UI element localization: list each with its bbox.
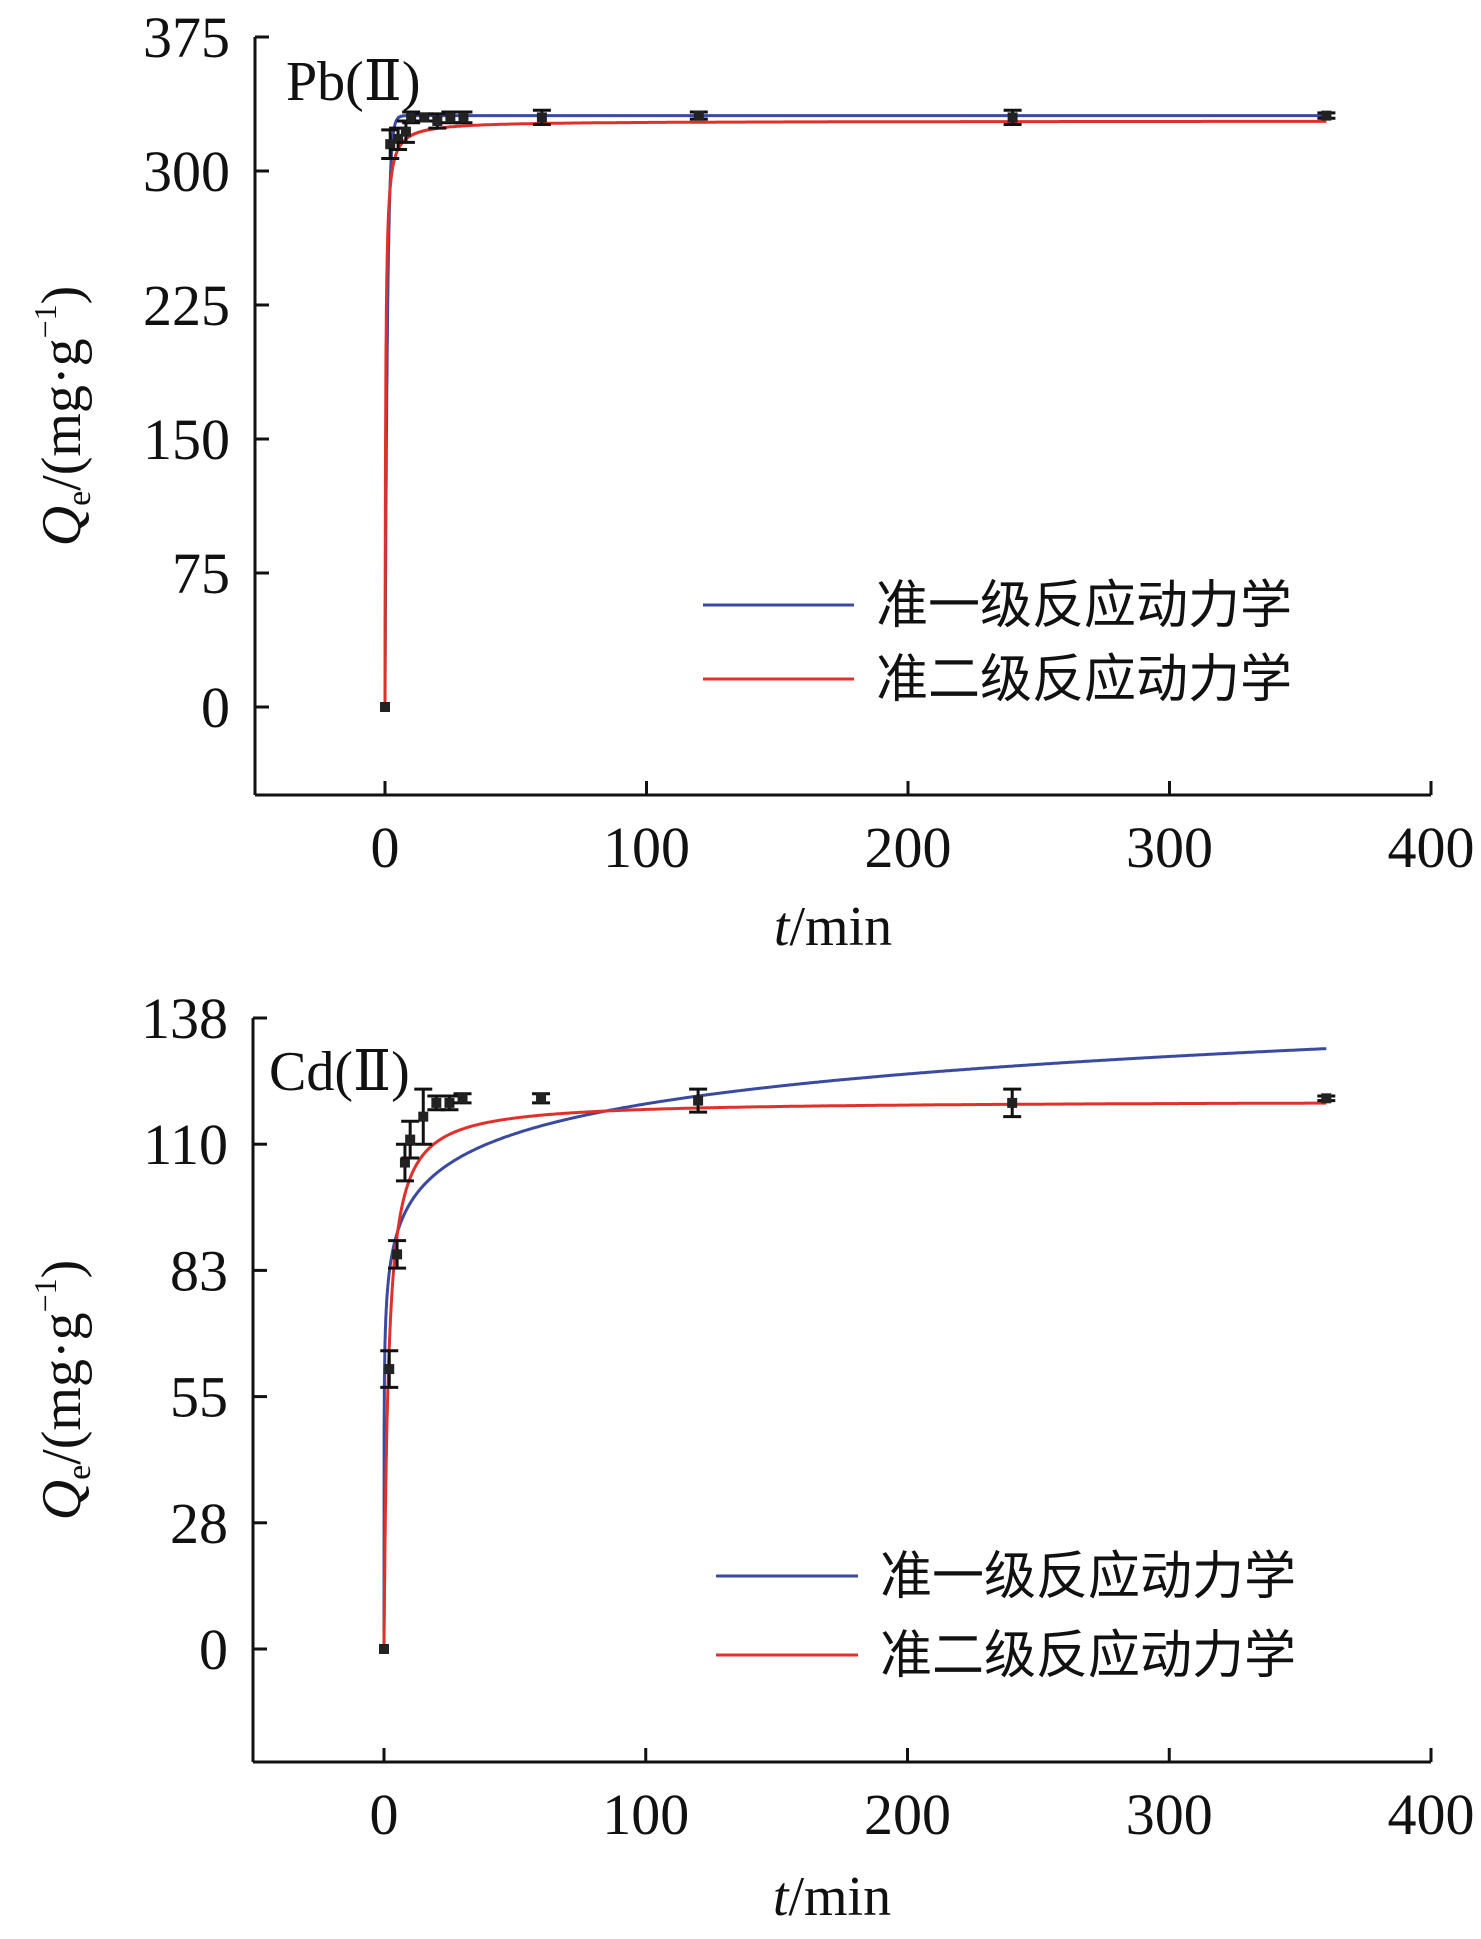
data-point	[693, 1095, 704, 1106]
y-tick-label: 150	[143, 407, 230, 472]
y-tick-label: 225	[143, 273, 230, 338]
y-tick-label: 28	[170, 1491, 228, 1556]
data-point	[1321, 110, 1332, 121]
y-tick-label: 300	[143, 139, 230, 204]
x-tick-label: 100	[602, 1782, 689, 1847]
y-label-var: Q	[31, 506, 93, 546]
data-point	[399, 1157, 410, 1168]
legend-label-1: 准一级反应动力学	[880, 1549, 1296, 1606]
data-point	[536, 1093, 547, 1104]
y-tick-label: 75	[172, 541, 230, 606]
cd-chart: 0 100 200 300 400 0 28 55 83 110 138 Cd(Ⅱ) t/min Qe/(…	[27, 986, 1475, 1928]
y-tick-label: 110	[143, 1112, 228, 1177]
fit-curve-1	[382, 1047, 1327, 1650]
x-tick-label: 300	[1126, 1782, 1213, 1847]
data-point	[380, 702, 390, 712]
x-axis-label: t/min	[773, 1866, 891, 1928]
y-tick-label: 0	[199, 1617, 228, 1682]
data-point	[418, 1111, 429, 1122]
y-tick-label: 375	[143, 5, 230, 70]
x-label-unit: /min	[789, 896, 892, 958]
legend-label-2: 准二级反应动力学	[876, 652, 1292, 709]
data-point	[445, 112, 456, 123]
x-label-var: t	[774, 896, 791, 958]
x-tick-label: 200	[865, 815, 952, 880]
panel-title: Cd(Ⅱ)	[269, 1041, 410, 1103]
x-label-unit: /min	[788, 1866, 891, 1928]
x-tick-label: 100	[603, 815, 690, 880]
x-tick-label: 300	[1126, 815, 1213, 880]
data-point	[393, 133, 404, 144]
data-point	[384, 1364, 395, 1375]
y-label-unit: /(mg·g	[31, 1312, 93, 1464]
data-point	[432, 115, 443, 126]
y-label-end: )	[31, 286, 93, 305]
y-tick-label: 83	[170, 1238, 228, 1303]
x-tick-label: 0	[370, 1782, 399, 1847]
x-tick-label: 200	[864, 1782, 951, 1847]
y-tick-label: 138	[141, 986, 228, 1051]
legend-label-1: 准一级反应动力学	[876, 578, 1292, 635]
data-point	[693, 110, 704, 121]
data-point	[1007, 112, 1018, 123]
x-tick-label: 400	[1388, 1782, 1475, 1847]
data-point	[419, 112, 430, 123]
legend-label-2: 准二级反应动力学	[880, 1628, 1296, 1685]
y-label-sup: −1	[27, 1278, 63, 1312]
data-point	[431, 1097, 442, 1108]
y-tick-label: 55	[170, 1365, 228, 1430]
y-label-var: Q	[31, 1480, 93, 1520]
y-label-sub: e	[61, 1465, 98, 1480]
data-point	[536, 112, 547, 123]
y-tick-label: 0	[201, 675, 230, 740]
y-axis-label: Qe/(mg·g−1)	[27, 1260, 98, 1521]
data-point	[406, 112, 417, 123]
data-point	[385, 139, 396, 150]
y-label-end: )	[31, 1260, 93, 1279]
x-tick-label: 0	[371, 815, 400, 880]
x-label-var: t	[773, 1866, 790, 1928]
data-point	[392, 1249, 403, 1260]
data-point	[405, 1134, 416, 1145]
data-point	[458, 112, 469, 123]
data-point	[1321, 1093, 1332, 1104]
y-axis-label: Qe/(mg·g−1)	[27, 286, 98, 547]
data-point	[400, 126, 411, 137]
data-point	[379, 1644, 389, 1654]
x-tick-label: 400	[1388, 815, 1475, 880]
y-label-unit: /(mg·g	[31, 338, 93, 490]
x-axis-label: t/min	[774, 896, 892, 958]
y-label-sup: −1	[27, 304, 63, 338]
pb-chart: 0 100 200 300 400 0 75 150 225 300 375 Pb(Ⅱ) t/min Qe…	[27, 5, 1475, 958]
y-label-sub: e	[61, 491, 98, 506]
data-point	[1007, 1097, 1018, 1108]
data-point	[444, 1097, 455, 1108]
fit-curve-2	[382, 1101, 1327, 1650]
fit-curve-2	[383, 119, 1327, 708]
panel-title: Pb(Ⅱ)	[286, 51, 421, 113]
data-point	[457, 1093, 468, 1104]
